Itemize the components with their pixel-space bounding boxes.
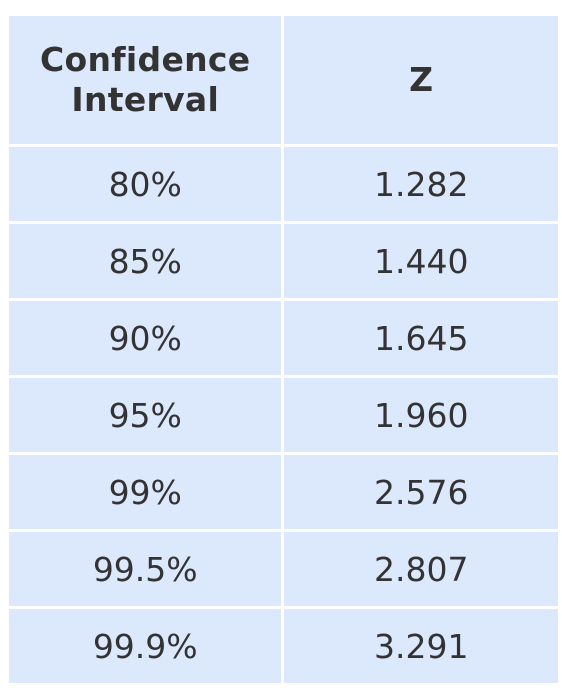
table-row: 80% 1.282: [9, 147, 558, 221]
confidence-cell: 99.9%: [9, 609, 282, 683]
table-row: 99.5% 2.807: [9, 532, 558, 606]
z-cell: 2.576: [284, 455, 558, 529]
confidence-cell: 85%: [9, 224, 282, 298]
z-cell: 1.960: [284, 378, 558, 452]
z-cell: 1.440: [284, 224, 558, 298]
confidence-cell: 99.5%: [9, 532, 282, 606]
table-row: 85% 1.440: [9, 224, 558, 298]
confidence-cell: 95%: [9, 378, 282, 452]
confidence-z-table-container: Confidence Interval Z 80% 1.282 85% 1.44…: [9, 16, 558, 683]
z-cell: 1.645: [284, 301, 558, 375]
confidence-cell: 80%: [9, 147, 282, 221]
header-confidence-line2: Interval: [71, 80, 220, 119]
z-cell: 2.807: [284, 532, 558, 606]
z-cell: 1.282: [284, 147, 558, 221]
confidence-cell: 99%: [9, 455, 282, 529]
header-confidence-line1: Confidence: [39, 40, 251, 79]
confidence-cell: 90%: [9, 301, 282, 375]
table-row: 99% 2.576: [9, 455, 558, 529]
table-row: 99.9% 3.291: [9, 609, 558, 683]
confidence-z-table: Confidence Interval Z 80% 1.282 85% 1.44…: [6, 13, 561, 686]
header-z-label: Z: [409, 60, 434, 99]
table-row: 90% 1.645: [9, 301, 558, 375]
header-z: Z: [284, 16, 558, 144]
header-confidence-interval: Confidence Interval: [9, 16, 282, 144]
table-header-row: Confidence Interval Z: [9, 16, 558, 144]
table-row: 95% 1.960: [9, 378, 558, 452]
z-cell: 3.291: [284, 609, 558, 683]
